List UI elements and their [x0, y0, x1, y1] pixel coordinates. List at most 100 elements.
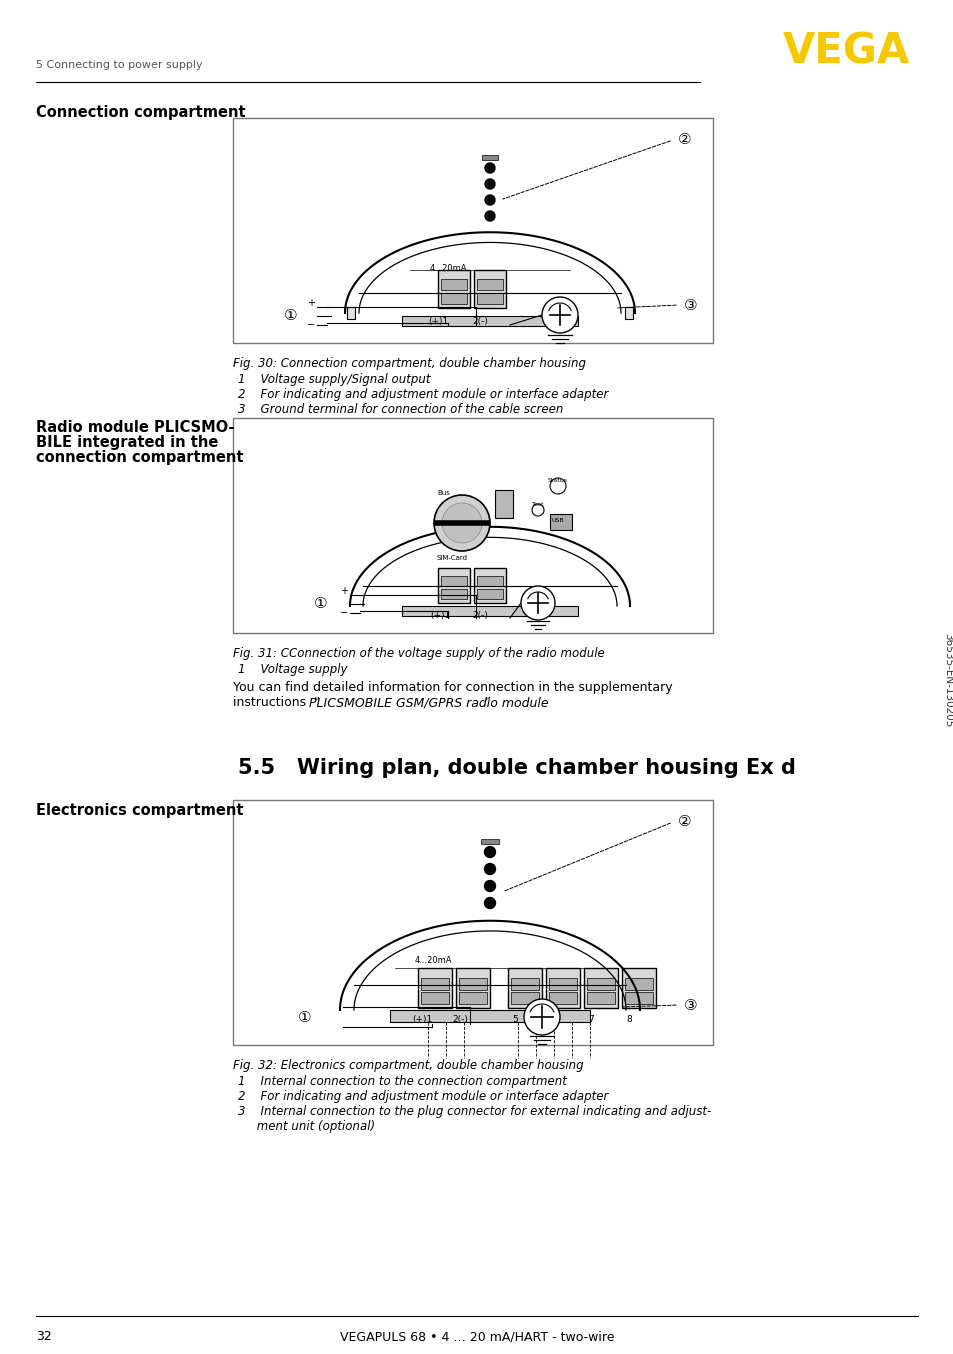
- Text: SIM-Card: SIM-Card: [436, 555, 468, 561]
- Text: 2(-): 2(-): [452, 1016, 467, 1024]
- Text: 5 Connecting to power supply: 5 Connecting to power supply: [36, 60, 202, 70]
- Bar: [545, 968, 579, 1007]
- Text: ②: ②: [678, 133, 691, 148]
- Text: You can find detailed information for connection in the supplementary: You can find detailed information for co…: [233, 681, 672, 695]
- Text: Radio module PLICSMO-: Radio module PLICSMO-: [36, 420, 234, 435]
- Bar: [401, 315, 578, 326]
- Bar: [456, 968, 490, 1007]
- Text: 4...20mA: 4...20mA: [430, 264, 467, 274]
- Text: VEGA: VEGA: [781, 30, 909, 72]
- Bar: [390, 1010, 589, 1022]
- Text: 1    Voltage supply/Signal output: 1 Voltage supply/Signal output: [237, 372, 430, 386]
- Text: Test: Test: [531, 502, 543, 506]
- Text: −: −: [307, 320, 314, 330]
- Text: PLICSMOBILE GSM/GPRS radio module: PLICSMOBILE GSM/GPRS radio module: [309, 696, 549, 709]
- Text: +: +: [339, 586, 348, 596]
- Text: instructions  ": instructions ": [233, 696, 319, 709]
- Text: ".: ".: [484, 696, 494, 709]
- Bar: [621, 968, 656, 1007]
- Bar: [481, 154, 497, 160]
- Text: 5.5   Wiring plan, double chamber housing Ex d: 5.5 Wiring plan, double chamber housing …: [237, 758, 795, 779]
- Text: VEGAPULS 68 • 4 … 20 mA/HART - two-wire: VEGAPULS 68 • 4 … 20 mA/HART - two-wire: [339, 1330, 614, 1343]
- Text: 36535-EN-130205: 36535-EN-130205: [942, 632, 952, 727]
- Bar: [511, 992, 538, 1005]
- Text: USB: USB: [551, 519, 564, 523]
- Text: 1    Voltage supply: 1 Voltage supply: [237, 663, 347, 676]
- Circle shape: [484, 846, 495, 857]
- Text: connection compartment: connection compartment: [36, 450, 243, 464]
- Text: +: +: [307, 298, 314, 307]
- Text: Connection compartment: Connection compartment: [36, 106, 245, 121]
- Text: 1    Internal connection to the connection compartment: 1 Internal connection to the connection …: [237, 1075, 566, 1089]
- Circle shape: [484, 898, 495, 909]
- Bar: [507, 968, 541, 1007]
- Text: ②: ②: [678, 815, 691, 830]
- Bar: [624, 992, 652, 1005]
- Bar: [624, 307, 633, 320]
- Circle shape: [484, 179, 495, 190]
- Text: 8: 8: [625, 1016, 631, 1024]
- Text: −: −: [339, 608, 348, 617]
- Bar: [437, 269, 470, 307]
- Bar: [583, 968, 618, 1007]
- Bar: [458, 978, 486, 990]
- Text: Fig. 31: CConnection of the voltage supply of the radio module: Fig. 31: CConnection of the voltage supp…: [233, 647, 604, 659]
- Bar: [233, 800, 712, 1045]
- Circle shape: [441, 502, 481, 543]
- Bar: [476, 575, 502, 586]
- Text: Bus: Bus: [436, 490, 450, 496]
- Bar: [476, 292, 502, 305]
- Circle shape: [541, 297, 578, 333]
- Bar: [511, 978, 538, 990]
- Bar: [474, 567, 505, 603]
- Text: (+)1: (+)1: [430, 611, 450, 620]
- Text: 7: 7: [587, 1016, 593, 1024]
- Text: 2    For indicating and adjustment module or interface adapter: 2 For indicating and adjustment module o…: [237, 1090, 608, 1104]
- Bar: [548, 992, 577, 1005]
- Text: 4...20mA: 4...20mA: [415, 956, 452, 965]
- Text: (+)1: (+)1: [428, 317, 448, 326]
- Bar: [420, 978, 449, 990]
- Bar: [476, 589, 502, 598]
- Text: ①: ①: [284, 307, 297, 322]
- Text: ③: ③: [683, 298, 697, 313]
- Bar: [495, 490, 513, 519]
- Bar: [480, 839, 498, 844]
- Text: 32: 32: [36, 1330, 51, 1343]
- Circle shape: [484, 880, 495, 891]
- Circle shape: [484, 162, 495, 173]
- Text: ①: ①: [298, 1010, 312, 1025]
- Bar: [440, 575, 467, 586]
- Text: Electronics compartment: Electronics compartment: [36, 803, 243, 818]
- Circle shape: [484, 211, 495, 221]
- Bar: [440, 589, 467, 598]
- Text: 2    For indicating and adjustment module or interface adapter: 2 For indicating and adjustment module o…: [237, 389, 608, 401]
- Text: ment unit (optional): ment unit (optional): [237, 1120, 375, 1133]
- Bar: [440, 292, 467, 305]
- Text: ③: ③: [683, 998, 697, 1013]
- Bar: [437, 567, 470, 603]
- Text: 5: 5: [512, 1016, 517, 1024]
- Text: 2(-): 2(-): [472, 611, 487, 620]
- Bar: [233, 118, 712, 343]
- Text: 3    Internal connection to the plug connector for external indicating and adjus: 3 Internal connection to the plug connec…: [237, 1105, 711, 1118]
- Bar: [586, 992, 615, 1005]
- Text: 3    Ground terminal for connection of the cable screen: 3 Ground terminal for connection of the …: [237, 403, 563, 416]
- Bar: [458, 992, 486, 1005]
- Bar: [624, 978, 652, 990]
- Bar: [440, 279, 467, 290]
- Text: Status: Status: [547, 478, 567, 483]
- Text: Fig. 32: Electronics compartment, double chamber housing: Fig. 32: Electronics compartment, double…: [233, 1059, 583, 1072]
- Text: 2(-): 2(-): [472, 317, 487, 326]
- Bar: [550, 515, 572, 529]
- Circle shape: [532, 504, 543, 516]
- Circle shape: [523, 999, 559, 1034]
- Text: (+)1: (+)1: [412, 1016, 432, 1024]
- Circle shape: [434, 496, 490, 551]
- Bar: [420, 992, 449, 1005]
- Bar: [476, 279, 502, 290]
- Text: BILE integrated in the: BILE integrated in the: [36, 435, 218, 450]
- Bar: [233, 418, 712, 634]
- Circle shape: [484, 195, 495, 204]
- Text: ①: ①: [314, 596, 328, 611]
